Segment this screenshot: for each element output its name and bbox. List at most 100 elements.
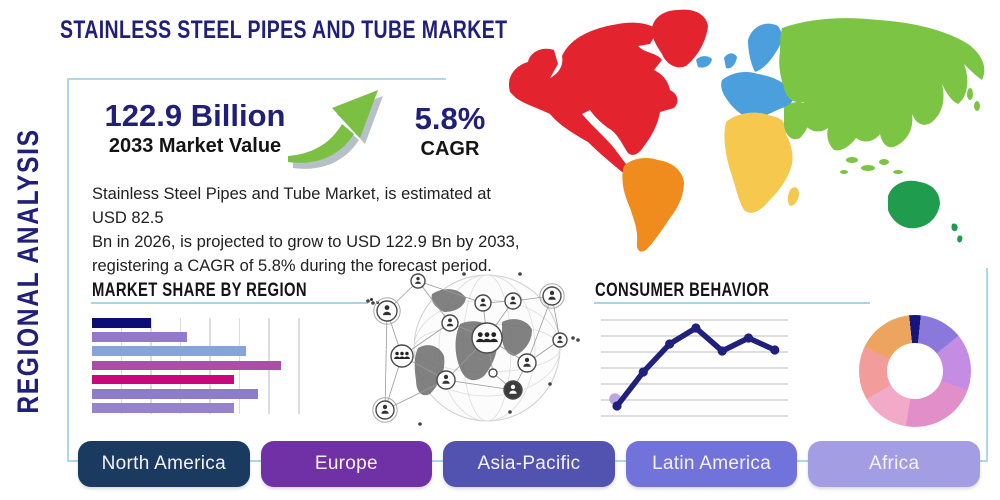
person-icon	[549, 290, 555, 296]
page-title: STAINLESS STEEL PIPES AND TUBE MARKET	[60, 16, 508, 44]
consumer-behavior-line-chart	[601, 319, 788, 417]
globe-node	[504, 292, 522, 310]
region-button-latin-america[interactable]: Latin America	[625, 441, 798, 487]
consumer-behavior-heading: CONSUMER BEHAVIOR	[595, 280, 770, 301]
map-region-scandinavia[interactable]	[748, 23, 782, 72]
map-region-asia[interactable]	[779, 18, 985, 151]
person-icon	[415, 281, 421, 284]
globe-network-dot	[508, 410, 512, 414]
person-icon	[482, 338, 492, 343]
bar-chart-gridline	[298, 318, 300, 414]
globe-network-link	[384, 310, 388, 411]
market-description: Stainless Steel Pipes and Tube Market, i…	[92, 183, 522, 279]
map-region-australia[interactable]	[888, 180, 940, 229]
market-value-stat: 122.9 Billion 2033 Market Value	[86, 98, 304, 158]
person-icon	[509, 390, 517, 394]
globe-node-ring	[539, 283, 565, 309]
person-icon	[384, 305, 390, 311]
map-region-africa[interactable]	[724, 112, 793, 213]
person-icon	[382, 404, 388, 410]
bar-region-1	[92, 332, 187, 342]
description-line: Stainless Steel Pipes and Tube Market, i…	[92, 185, 491, 227]
globe-node	[552, 332, 568, 348]
cagr-number: 5.8%	[414, 101, 486, 136]
person-icon	[381, 410, 389, 414]
globe-node	[410, 273, 426, 289]
person-icon	[403, 356, 410, 360]
globe-meridian	[438, 274, 536, 422]
person-icon	[400, 351, 404, 356]
consumer-behavior-underline	[594, 302, 870, 304]
map-region-greenland[interactable]	[651, 9, 708, 68]
bar-region-4	[92, 374, 234, 385]
person-icon	[523, 363, 531, 367]
line-chart-point	[691, 323, 701, 333]
market-share-bar-chart	[92, 318, 300, 416]
person-icon	[558, 335, 562, 340]
description-line: Bn in 2026, is projected to grow to USD …	[92, 232, 520, 251]
globe-node	[390, 344, 414, 368]
globe-node	[436, 370, 456, 390]
person-icon	[491, 332, 497, 338]
person-icon	[548, 296, 556, 300]
map-region-uk[interactable]	[724, 53, 737, 69]
region-button-africa[interactable]: Africa	[808, 441, 980, 487]
globe-network-dot	[462, 272, 466, 276]
region-button-europe[interactable]: Europe	[260, 441, 433, 487]
globe-network-dot	[548, 382, 552, 386]
globe-continent	[431, 289, 466, 312]
growth-arrow-icon	[286, 86, 388, 170]
person-icon	[448, 318, 452, 323]
globe-node-ring	[372, 397, 398, 423]
person-icon	[477, 332, 483, 338]
globe-node	[517, 353, 537, 373]
cagr-stat: 5.8% CAGR	[398, 101, 502, 161]
globe-network-link	[417, 280, 484, 304]
globe-continent	[502, 319, 532, 356]
line-chart-point	[743, 333, 754, 343]
description-line: registering a CAGR of 5.8% during the fo…	[92, 256, 492, 275]
market-share-heading: MARKET SHARE BY REGION	[92, 280, 307, 301]
person-icon	[524, 357, 530, 363]
person-icon	[489, 338, 498, 343]
region-button-asia-pacific[interactable]: Asia-Pacific	[443, 441, 615, 487]
line-chart-point	[770, 345, 780, 355]
person-icon	[398, 356, 406, 360]
map-region-se-asia-islands[interactable]	[840, 88, 980, 174]
person-icon	[382, 311, 392, 316]
bar-region-5	[92, 389, 258, 399]
world-map	[508, 9, 985, 252]
donut-hole	[887, 343, 943, 399]
regional-share-donut-chart	[859, 315, 971, 427]
person-icon	[509, 301, 517, 305]
market-share-underline	[91, 302, 368, 304]
market-value-number: 122.9 Billion	[104, 98, 286, 133]
globe-node	[471, 322, 503, 354]
map-region-iceland[interactable]	[696, 56, 712, 68]
region-button-north-america[interactable]: North America	[78, 441, 250, 487]
person-icon	[481, 298, 485, 303]
globe-network-link	[384, 379, 447, 411]
world-map-panel	[446, 0, 1000, 268]
map-region-middle-east[interactable]	[784, 102, 811, 140]
globe-node	[474, 294, 492, 312]
globe-network-dot	[418, 422, 422, 426]
bar-region-3	[92, 360, 282, 371]
map-region-europe[interactable]	[721, 72, 794, 120]
bar-region-0	[92, 318, 152, 328]
map-region-north-america[interactable]	[508, 22, 678, 173]
globe-node	[503, 380, 523, 400]
map-region-madagascar[interactable]	[787, 187, 799, 206]
globe-network-graphic	[366, 272, 580, 426]
market-value-label: 2033 Market Value	[108, 135, 282, 157]
map-region-south-america[interactable]	[622, 158, 684, 252]
person-icon	[405, 351, 409, 356]
map-region-new-zealand[interactable]	[951, 223, 963, 243]
line-chart-point	[717, 346, 727, 356]
cagr-label: CAGR	[420, 138, 480, 160]
bar-region-2	[92, 346, 246, 356]
globe-node	[441, 314, 459, 332]
person-icon	[476, 338, 485, 343]
person-icon	[442, 380, 450, 384]
globe-network-dot	[371, 301, 375, 305]
